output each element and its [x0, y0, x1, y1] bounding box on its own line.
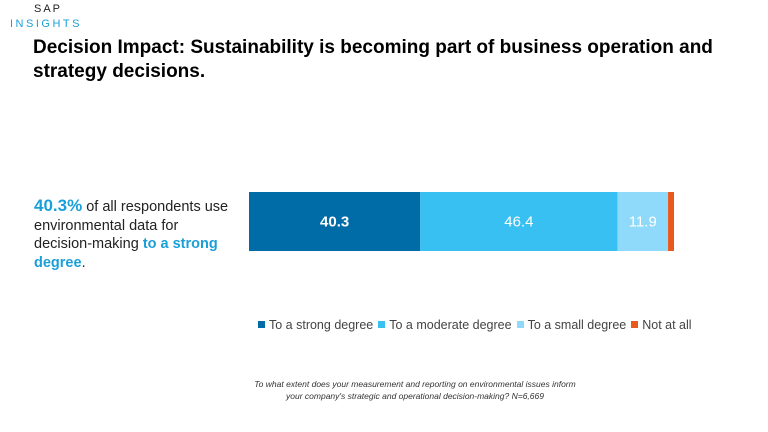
callout-text: of all respondents use environmental dat…: [34, 199, 229, 252]
callout: 40.3% of all respondents use environment…: [34, 196, 234, 272]
footnote: To what extent does your measurement and…: [254, 379, 576, 401]
data-label-to-a-small-degree: 11.9: [629, 214, 657, 231]
legend-item-to-a-moderate-degree: To a moderate degree: [378, 318, 512, 332]
legend-label: To a strong degree: [269, 318, 374, 332]
bar-segment-not-at-all: [668, 192, 674, 251]
callout-percent: 40.3%: [34, 196, 83, 215]
legend-swatch: [516, 321, 524, 328]
legend-label: Not at all: [642, 318, 692, 332]
legend-item-to-a-small-degree: To a small degree: [516, 318, 627, 332]
brand-insights: INSIGHTS: [10, 18, 82, 30]
legend-label: To a small degree: [527, 318, 627, 332]
legend-swatch: [631, 321, 639, 328]
legend-item-not-at-all: Not at all: [631, 318, 692, 332]
page-title: Decision Impact: Sustainability is becom…: [33, 37, 713, 82]
legend-label: To a moderate degree: [389, 318, 512, 332]
callout-strong-text: to a strong degree: [34, 236, 218, 271]
bar-segment-to-a-small-degree: [617, 192, 669, 251]
data-label-to-a-moderate-degree: 46.4: [504, 214, 533, 231]
data-label-to-a-strong-degree: 40.3: [320, 214, 349, 231]
brand-logo: SAP INSIGHTS: [10, 2, 82, 32]
bar-segment-to-a-moderate-degree: [420, 192, 618, 251]
legend-item-to-a-strong-degree: To a strong degree: [258, 318, 373, 332]
stacked-bar-chart: 40.3 46.4 11.9: [249, 192, 674, 251]
legend: To a strong degree To a moderate degree To…: [258, 318, 697, 332]
bar-segment-to-a-strong-degree: [249, 192, 421, 251]
legend-swatch: [378, 321, 386, 328]
callout-end: .: [81, 254, 86, 271]
brand-sap: SAP: [34, 3, 63, 15]
legend-swatch: [258, 321, 265, 328]
